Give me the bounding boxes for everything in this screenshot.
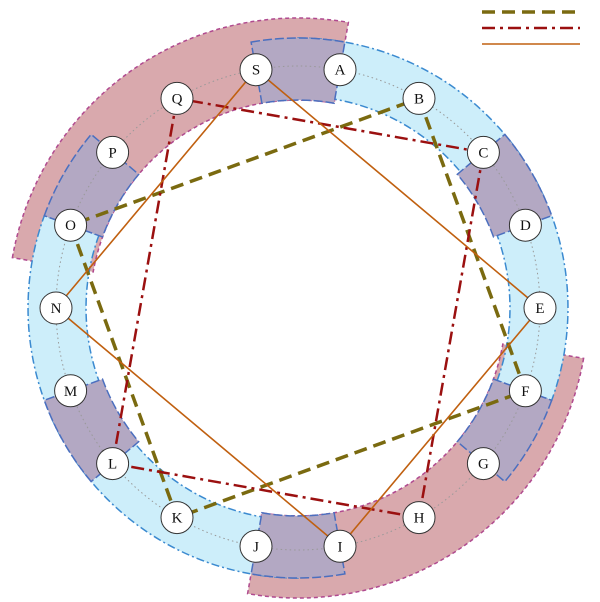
node-label: F <box>521 384 529 400</box>
polygon-dashdot <box>111 96 485 520</box>
node-label: S <box>252 63 260 79</box>
node-circle <box>323 529 357 563</box>
overlap-patch-4 <box>250 511 346 579</box>
node-label: E <box>535 301 544 317</box>
node-circle <box>39 291 73 325</box>
node-s: S <box>239 53 273 87</box>
node-circle <box>402 81 436 115</box>
node-f: F <box>508 374 542 408</box>
node-circle <box>96 447 130 481</box>
node-m: M <box>54 374 88 408</box>
node-circle <box>466 135 500 169</box>
node-label: K <box>172 511 183 527</box>
node-circle <box>466 447 500 481</box>
overlap-patch-1 <box>250 37 346 105</box>
node-circle <box>402 501 436 535</box>
node-e: E <box>523 291 557 325</box>
node-h: H <box>402 501 436 535</box>
node-d: D <box>508 208 542 242</box>
node-label: A <box>335 63 346 79</box>
node-circle <box>239 53 273 87</box>
node-circle <box>54 374 88 408</box>
legend <box>482 10 580 45</box>
node-label: I <box>338 539 343 555</box>
node-label: L <box>108 457 117 473</box>
node-circle <box>508 374 542 408</box>
node-circle <box>96 135 130 169</box>
node-n: N <box>39 291 73 325</box>
nodes: A B C D E F G H I J K L M N O P Q S <box>39 53 557 563</box>
node-o: O <box>54 208 88 242</box>
node-circle <box>239 529 273 563</box>
node-label: M <box>64 384 77 400</box>
node-label: N <box>51 301 62 317</box>
node-label: H <box>414 511 425 527</box>
node-l: L <box>96 447 130 481</box>
node-circle <box>54 208 88 242</box>
node-p: P <box>96 135 130 169</box>
node-label: D <box>520 218 531 234</box>
node-label: G <box>478 457 489 473</box>
node-a: A <box>323 53 357 87</box>
node-q: Q <box>160 81 194 115</box>
node-label: O <box>65 218 76 234</box>
node-label: P <box>108 145 116 161</box>
node-k: K <box>160 501 194 535</box>
node-circle <box>323 53 357 87</box>
node-circle <box>160 81 194 115</box>
node-i: I <box>323 529 357 563</box>
node-c: C <box>466 135 500 169</box>
node-circle <box>523 291 557 325</box>
node-circle <box>160 501 194 535</box>
node-g: G <box>466 447 500 481</box>
node-label: B <box>414 91 424 107</box>
node-j: J <box>239 529 273 563</box>
node-label: Q <box>172 91 183 107</box>
node-label: C <box>478 145 488 161</box>
node-label: J <box>253 539 259 555</box>
node-circle <box>508 208 542 242</box>
node-b: B <box>402 81 436 115</box>
